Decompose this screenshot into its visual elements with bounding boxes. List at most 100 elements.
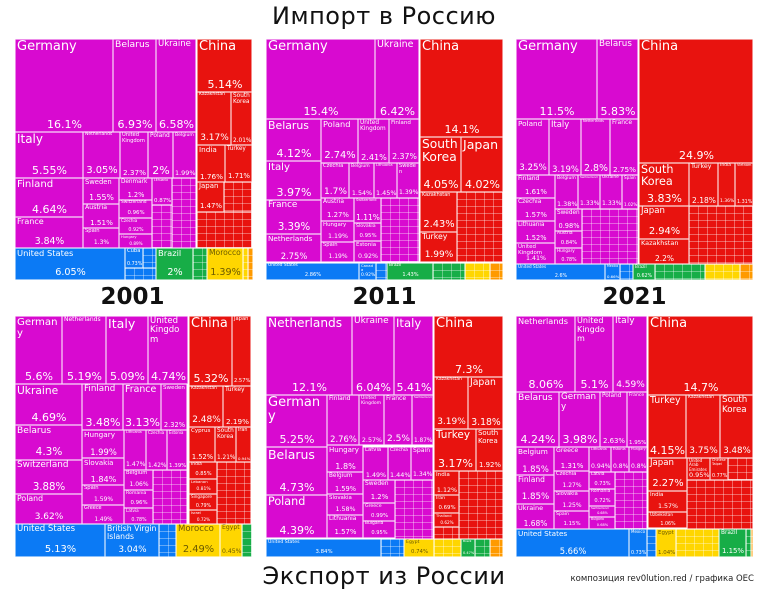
tile-estonia[interactable]: Estonia 0.8% — [611, 447, 629, 472]
tile-thailand[interactable]: Thailand 0.62% — [434, 513, 459, 527]
tile-kazakhstan[interactable]: Kazakhstan 3.75% — [686, 395, 720, 458]
tile-united-kingdom[interactable]: United Kingdom 2.57% — [359, 395, 384, 445]
tile-denmark[interactable]: Denmark 1.2% — [119, 178, 152, 200]
tile-japan[interactable]: Japan 2.57% — [232, 316, 251, 386]
tile-spain[interactable]: Spain 1.02% — [622, 175, 638, 209]
tile-lithuania[interactable]: Lithuania 1.47% — [124, 430, 146, 470]
tile-finland[interactable]: Finland 1.61% — [516, 175, 555, 198]
tile-lithuania[interactable]: Lithuania 0.94% — [589, 447, 611, 472]
tile-bulgaria[interactable]: Bulgaria 0.95% — [363, 521, 395, 538]
tile-romania[interactable]: Romania 0.72% — [589, 489, 615, 506]
tile-united-kingdom[interactable]: United Kingdom 1.41% — [516, 243, 555, 264]
tile-china[interactable]: China 14.7% — [648, 316, 753, 395]
tile-sweden[interactable]: Sweden 1.39% — [397, 163, 419, 198]
tile-united-arab-emirates[interactable]: United Arab Emirates 0.95% — [687, 458, 710, 480]
tile-israel[interactable]: Israel 0.72% — [189, 510, 217, 524]
tile-greece[interactable]: Greece 1.49% — [82, 505, 124, 524]
tile-united-kingdom[interactable]: United Kingdom 5.1% — [575, 316, 613, 392]
tile-greece[interactable]: Greece 1.31% — [554, 447, 589, 471]
tile-italy[interactable]: Italy 4.59% — [613, 316, 647, 392]
tile-turkey[interactable]: Turkey 3.17% — [434, 429, 476, 471]
tile-ukraine[interactable]: Ukraine 6.42% — [375, 39, 419, 119]
tile-south-korea[interactable]: South Korea 1.21% — [215, 427, 236, 462]
tile-netherlands[interactable]: Netherlands 5.19% — [62, 316, 106, 384]
tile-france[interactable]: France 3.84% — [15, 217, 83, 248]
tile-france[interactable]: France 3.39% — [266, 200, 321, 234]
tile-france[interactable]: France 2.5% — [384, 395, 412, 445]
tile-latvia[interactable]: Latvia 1.49% — [363, 447, 388, 480]
tile-poland[interactable]: Poland 2.63% — [600, 392, 627, 447]
tile-belgium[interactable]: Belgium 1.59% — [327, 472, 363, 494]
tile-south-korea[interactable]: South Korea 1.92% — [476, 429, 503, 471]
tile-egypt[interactable]: Egypt 1.04% — [656, 529, 676, 557]
tile-finland[interactable]: Finland 2.37% — [389, 119, 419, 163]
tile-india[interactable]: India 1.36% — [718, 163, 735, 206]
tile-ukraine[interactable]: Ukraine 1.33% — [600, 175, 622, 209]
tile-brazil[interactable]: Brazil 2% — [156, 248, 193, 280]
tile-south-korea[interactable]: South Korea 4.05% — [420, 137, 461, 192]
tile-czechia[interactable]: Czechia 1.27% — [554, 471, 589, 491]
tile-switzerland[interactable]: Switzerland 1.33% — [578, 175, 600, 209]
tile-hungary[interactable]: Hungary 0.78% — [555, 248, 582, 264]
tile-netherlands[interactable]: Netherlands 2.8% — [581, 119, 610, 175]
tile-austria[interactable]: Austria 1.27% — [321, 198, 354, 221]
tile-iran[interactable]: Iran 0.69% — [434, 495, 459, 513]
tile-poland[interactable]: Poland 2.74% — [321, 119, 358, 163]
tile-united-kingdom[interactable]: United Kingdom 4.74% — [148, 316, 188, 384]
tile-belgium[interactable]: Belgium 1.85% — [516, 447, 554, 475]
tile-china[interactable]: China 5.32% — [189, 316, 232, 386]
tile-turkey[interactable]: Turkey 2.18% — [689, 163, 718, 206]
tile-switzerland[interactable]: Switzerland 1.87% — [412, 395, 433, 445]
tile-netherlands[interactable]: Netherlands 3.05% — [83, 132, 120, 178]
tile-latvia[interactable]: Latvia 0.78% — [124, 508, 153, 524]
tile-turkey[interactable]: Turkey 1.99% — [420, 232, 457, 262]
tile-lithuania[interactable]: Lithuania 1.57% — [327, 515, 363, 538]
tile-china[interactable]: China 7.3% — [434, 316, 503, 377]
tile-slovakia[interactable]: Slovakia 1.58% — [327, 494, 363, 515]
tile-hungary[interactable]: Hungary 0.8% — [629, 447, 647, 472]
tile-sweden[interactable]: Sweden 2.32% — [161, 384, 187, 430]
tile-germany[interactable]: Germany 5.6% — [15, 316, 62, 384]
tile-ukraine[interactable]: Ukraine 4.69% — [15, 384, 82, 425]
tile-slovakia[interactable]: Slovakia 1.84% — [82, 458, 124, 485]
tile-south-korea[interactable]: South Korea 3.48% — [720, 395, 753, 458]
tile-british-virgin-islands[interactable]: British Virgin Islands 3.04% — [105, 524, 159, 557]
tile-slovakia[interactable]: Slovakia 0.95% — [354, 223, 381, 241]
tile-egypt[interactable]: Egypt 0.74% — [404, 539, 434, 557]
tile-united-states[interactable]: United States 3.84% — [266, 539, 381, 557]
tile-germany[interactable]: Germany 5.25% — [266, 395, 327, 447]
tile-belgium[interactable]: Belgium 1.06% — [124, 470, 153, 490]
tile-kazakhstan[interactable]: Kazakhstan 2.43% — [420, 192, 457, 232]
tile-germany[interactable]: Germany 3.98% — [559, 392, 600, 447]
tile-poland[interactable]: Poland 3.62% — [15, 494, 82, 524]
tile-netherlands[interactable]: Netherlands 2.75% — [266, 234, 321, 262]
tile-france[interactable]: France 3.13% — [123, 384, 161, 430]
tile-united-states[interactable]: United States 5.66% — [516, 529, 629, 557]
tile-belarus[interactable]: Belarus 5.83% — [597, 39, 638, 119]
tile-ukraine[interactable]: Ukraine 6.58% — [156, 39, 196, 132]
tile-slovakia[interactable]: Slovakia 1.25% — [554, 491, 589, 511]
tile-estonia[interactable]: Estonia 1.39% — [167, 430, 187, 470]
tile-hungary[interactable]: Hungary 0.89% — [119, 234, 152, 248]
tile-south-korea[interactable]: South Korea 3.83% — [639, 163, 689, 206]
tile-romania[interactable]: Romania 0.96% — [124, 490, 153, 508]
tile-france[interactable]: France 2.75% — [610, 119, 638, 175]
tile-austria[interactable]: Austria 0.84% — [555, 231, 582, 248]
tile-belgium[interactable]: Belgium 1.99% — [173, 132, 196, 178]
tile-lithuania[interactable]: Lithuania 0.87% — [152, 178, 172, 205]
tile-ukraine[interactable]: Ukraine 1.68% — [516, 504, 554, 529]
tile-switzerland[interactable]: Switzerland 0.96% — [119, 200, 152, 218]
tile-india[interactable]: India 0.85% — [189, 462, 217, 479]
tile-belgium[interactable]: Belgium 1.38% — [555, 175, 578, 209]
tile-vietnam[interactable]: Vietnam 1.31% — [735, 163, 753, 206]
tile-belgium[interactable]: Belgium 1.54% — [349, 163, 374, 198]
tile-germany[interactable]: Germany 16.1% — [15, 39, 113, 132]
tile-china[interactable]: China 5.14% — [197, 39, 252, 92]
tile-spain[interactable]: Spain 1.3% — [83, 228, 119, 248]
tile-latvia[interactable]: Latvia 0.73% — [589, 472, 615, 489]
tile-czechia[interactable]: Czechia 1.57% — [516, 198, 555, 221]
tile-belarus[interactable]: Belarus 4.12% — [266, 119, 321, 161]
tile-sweden[interactable]: Sweden 0.98% — [555, 209, 582, 231]
tile-austria[interactable]: Austria 1.51% — [83, 204, 119, 228]
tile-japan[interactable]: Japan 2.94% — [639, 206, 689, 239]
